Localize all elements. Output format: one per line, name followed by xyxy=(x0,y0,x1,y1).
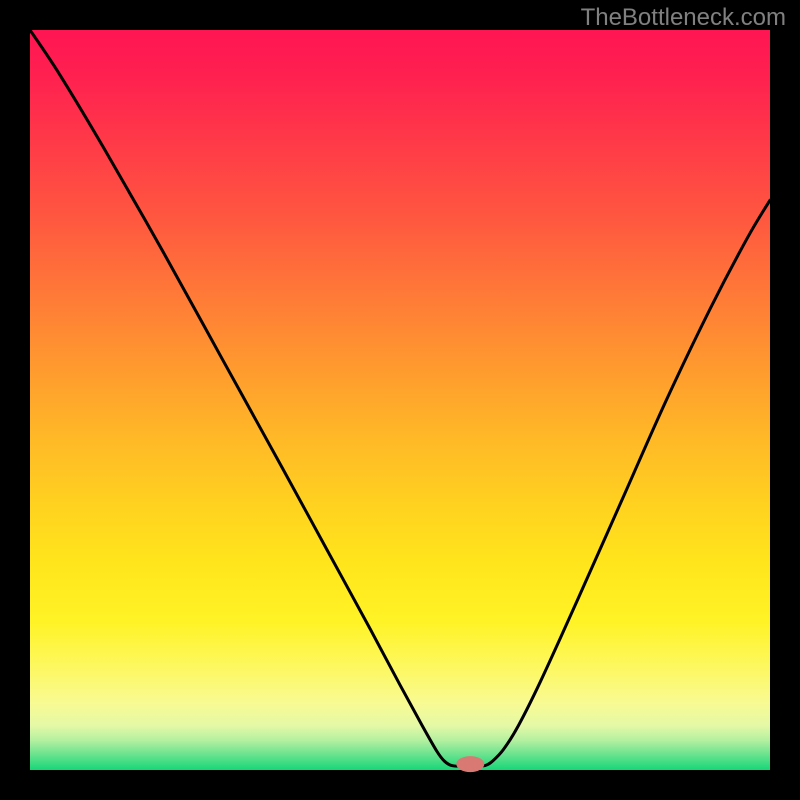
optimal-point-marker xyxy=(456,756,484,772)
chart-container: TheBottleneck.com xyxy=(0,0,800,800)
watermark-text: TheBottleneck.com xyxy=(581,4,786,32)
bottleneck-chart xyxy=(0,0,800,800)
chart-plot-background xyxy=(30,30,770,770)
